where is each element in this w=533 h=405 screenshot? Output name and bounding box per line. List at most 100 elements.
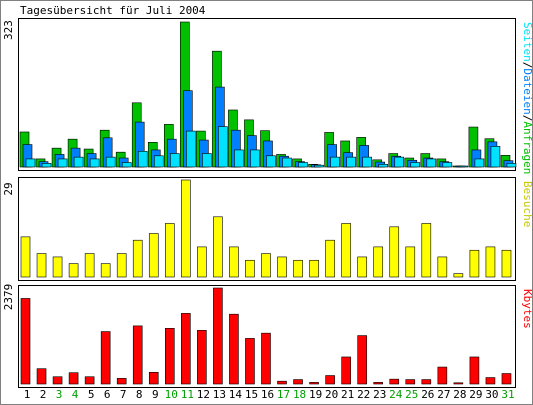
day-tick-label: 4 [72,388,79,401]
day-tick-label: 27 [437,388,450,401]
hits-ymax-label: 323 [2,20,15,40]
kbytes-bar [20,298,31,385]
pages-bar [25,158,36,168]
visits-bar [389,226,400,278]
kbytes-bar [405,379,416,385]
kbytes-bar [84,376,95,385]
pages-bar [169,153,180,168]
pages-bar [314,164,324,168]
pages-bar [346,156,356,168]
day-tick-label: 12 [197,388,210,401]
day-tick-label: 28 [453,388,466,401]
pages-bar [474,158,485,168]
visits-bar [68,263,79,278]
kbytes-legend: Kbytes [521,289,533,329]
pages-bar [89,158,100,168]
day-tick-label: 1 [24,388,31,401]
pages-bar [378,164,389,168]
visits-bar [164,223,175,278]
pages-bar [41,163,52,168]
kbytes-bar [52,376,63,385]
day-tick-label: 13 [213,388,226,401]
visits-bar [36,253,47,278]
kbytes-bar [357,335,367,385]
visits-ymax-label: 29 [2,182,15,195]
day-tick-label: 9 [152,388,159,401]
visits-bar [453,273,464,278]
visits-bar [132,239,143,278]
day-tick-label: 17 [277,388,290,401]
visits-bar [229,246,239,278]
day-tick-label: 10 [165,388,178,401]
day-tick-label: 31 [501,388,514,401]
pages-bar [442,162,453,168]
legend-anfragen: Anfragen [521,121,533,174]
legend-seiten: Seiten [521,22,533,62]
kbytes-bar [389,378,400,385]
day-tick-label: 6 [104,388,111,401]
legend-separator: / [521,115,533,122]
pages-bar [73,156,84,168]
kbytes-bar [469,356,480,385]
kbytes-ymax-label: 2379 [2,284,15,311]
day-tick-label: 11 [181,388,194,401]
visits-bar [100,263,111,278]
kbytes-bar [421,379,432,385]
legend-dateien: Dateien [521,68,533,114]
kbytes-bar [213,287,223,385]
visits-bar [309,259,319,278]
legend-separator: / [521,62,533,69]
pages-bar [506,163,517,168]
visits-bar [485,246,496,278]
day-tick-label: 26 [421,388,434,401]
pages-bar [410,162,421,168]
pages-bar [426,158,437,168]
day-tick-label: 20 [325,388,338,401]
visits-bar [405,246,416,278]
pages-bar [330,156,340,168]
kbytes-bar [229,313,239,385]
kbytes-bar [277,380,287,385]
kbytes-bar [245,338,255,385]
day-tick-label: 16 [261,388,274,401]
kbytes-bar [132,325,143,385]
pages-bar [298,162,308,168]
kbytes-bar [293,379,303,385]
kbytes-bar [261,332,271,385]
day-tick-label: 19 [309,388,322,401]
pages-bar [218,126,228,168]
kbytes-bar [309,382,319,385]
pages-bar [121,162,132,168]
visits-bar [197,246,207,278]
pages-bar [186,130,196,168]
visits-bar [20,236,31,278]
visits-bar [325,239,335,278]
visits-bar [148,233,159,278]
visits-bar [437,256,448,278]
kbytes-bar [36,368,47,385]
visits-bar [469,249,480,278]
day-tick-label: 8 [136,388,143,401]
kbytes-bar [164,328,175,385]
visits-bar [181,179,191,278]
kbytes-bar [453,382,464,385]
day-tick-label: 25 [405,388,418,401]
visits-bar [84,253,95,278]
visits-bar [373,246,384,278]
pages-bar [362,156,372,168]
kbytes-bar [68,372,79,385]
day-tick-label: 21 [341,388,354,401]
visits-bar [277,256,287,278]
pages-bar [394,156,405,168]
visits-bar [421,223,432,278]
pages-bar [137,150,148,168]
pages-bar [250,149,260,168]
day-tick-label: 14 [229,388,243,401]
kbytes-bar [148,371,159,385]
visits-bar [245,259,255,278]
kbytes-bar [325,375,335,385]
pages-bar [105,156,116,168]
day-tick-label: 24 [389,388,403,401]
